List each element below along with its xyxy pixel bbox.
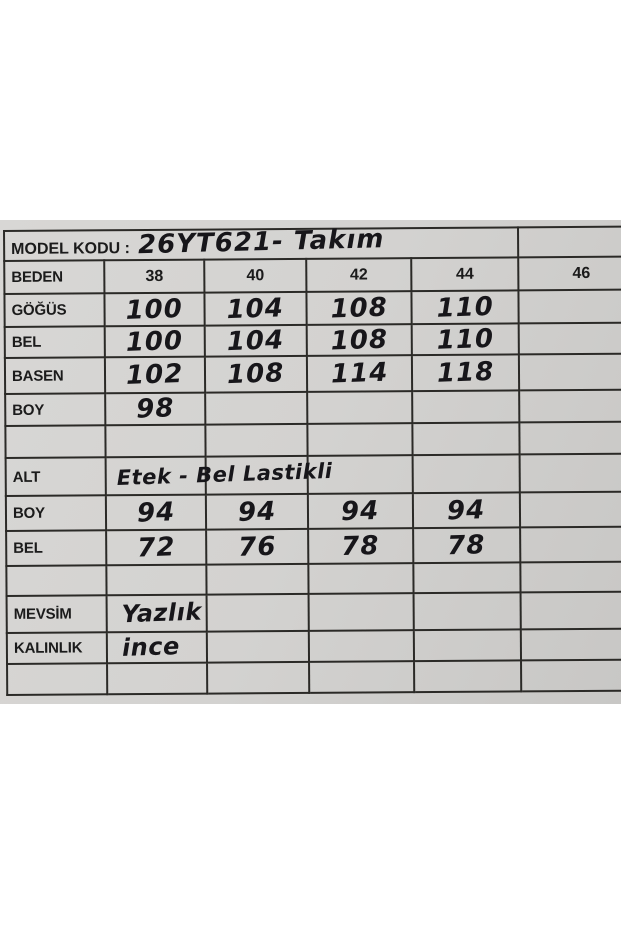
empty-cell: [308, 563, 414, 594]
bel-42: 108: [306, 324, 412, 356]
boy-lower-label: BOY: [5, 495, 107, 531]
empty-cell: [206, 630, 310, 663]
empty-cell: [521, 659, 621, 692]
empty-cell: [519, 453, 621, 493]
empty-cell: [520, 628, 621, 661]
boy-38: 98: [105, 392, 206, 426]
row-boy-lower: BOY 94 94 94 94: [5, 491, 621, 531]
empty-cell: [517, 226, 621, 258]
empty-cell: [207, 661, 310, 694]
gogus-38: 100: [104, 292, 205, 327]
basen-40: 108: [204, 355, 308, 393]
empty-cell: [518, 289, 621, 324]
row-bel-upper: BEL 100 104 108 110: [4, 322, 621, 358]
empty-cell: [413, 562, 521, 594]
bel-label: BEL: [4, 326, 105, 358]
size-chart-table: MODEL KODU : 26YT621- Takım BEDEN 38 40 4…: [3, 224, 621, 696]
row-alt: ALT Etek - Bel Lastikli: [5, 453, 621, 496]
basen-38: 102: [104, 356, 206, 394]
empty-cell: [519, 491, 621, 528]
size-header-46: 46: [518, 256, 621, 291]
size-header-44: 44: [411, 257, 519, 292]
boy-lower-40: 94: [205, 493, 309, 530]
kalinlik-value-cell: ince: [106, 631, 208, 664]
mevsim-label: MEVSİM: [6, 595, 107, 633]
empty-cell: [309, 661, 415, 693]
size-chart-photo: MODEL KODU : 26YT621- Takım BEDEN 38 40 4…: [0, 220, 621, 704]
empty-cell: [307, 423, 413, 456]
bel-38: 100: [104, 326, 205, 357]
empty-cell: [205, 423, 308, 457]
bel-lower-42: 78: [308, 528, 414, 564]
gogus-42: 108: [306, 291, 412, 325]
row-kalinlik: KALINLIK ince: [6, 628, 621, 664]
empty-cell: [520, 591, 621, 630]
bel-lower-38: 72: [106, 529, 207, 566]
mevsim-handwritten-value: Yazlık: [121, 597, 203, 629]
bel-lower-label: BEL: [6, 530, 107, 566]
empty-cell: [518, 353, 621, 391]
gogus-44: 110: [411, 290, 519, 325]
row-basen: BASEN 102 108 114 118: [4, 353, 621, 394]
size-header-40: 40: [204, 258, 307, 293]
bel-44: 110: [411, 323, 519, 355]
boy-label: BOY: [5, 393, 106, 426]
empty-cell: [413, 592, 521, 631]
empty-cell: [412, 422, 520, 456]
empty-cell: [520, 561, 621, 593]
mevsim-value-cell: Yazlık: [106, 594, 207, 633]
row-boy-upper: BOY 98: [5, 389, 621, 426]
model-kodu-cell: MODEL KODU : 26YT621- Takım: [4, 224, 519, 261]
gogus-label: GÖĞÜS: [4, 293, 105, 327]
gogus-40: 104: [204, 291, 307, 326]
row-gogus: GÖĞÜS 100 104 108 110: [4, 289, 621, 327]
alt-label: ALT: [5, 457, 106, 496]
empty-cell: [307, 391, 413, 424]
size-header-42: 42: [306, 258, 412, 292]
empty-cell: [308, 593, 414, 631]
empty-cell: [412, 390, 520, 424]
empty-cell: [6, 565, 107, 596]
empty-cell: [206, 593, 309, 632]
empty-cell: [412, 454, 520, 494]
empty-cell: [7, 663, 108, 695]
basen-42: 114: [306, 355, 413, 392]
row-empty: [6, 561, 621, 596]
model-kodu-handwritten-value: 26YT621- Takım: [137, 224, 385, 261]
empty-cell: [206, 563, 309, 595]
kalinlik-label: KALINLIK: [6, 632, 108, 664]
empty-cell: [414, 660, 522, 693]
boy-lower-38: 94: [105, 494, 207, 531]
empty-cell: [413, 629, 522, 662]
bel-lower-44: 78: [413, 527, 521, 564]
basen-44: 118: [411, 354, 520, 392]
empty-cell: [519, 389, 621, 423]
bel-lower-40: 76: [206, 528, 309, 565]
boy-lower-44: 94: [412, 492, 521, 529]
beden-label: BEDEN: [4, 260, 105, 294]
kalinlik-handwritten-value: ince: [121, 632, 181, 662]
row-empty: [5, 421, 621, 458]
row-beden-sizes: BEDEN 38 40 42 44 46: [4, 256, 621, 294]
empty-cell: [520, 526, 621, 563]
empty-cell: [205, 391, 308, 425]
empty-cell: [518, 322, 621, 355]
empty-cell: [5, 425, 106, 458]
model-kodu-label: MODEL KODU :: [11, 240, 131, 258]
empty-cell: [106, 564, 207, 596]
row-model-kodu: MODEL KODU : 26YT621- Takım: [4, 224, 621, 261]
boy-lower-42: 94: [307, 493, 414, 529]
empty-cell: [105, 424, 206, 458]
row-empty: [7, 659, 621, 695]
row-bel-lower: BEL 72 76 78 78: [6, 526, 621, 566]
empty-cell: [519, 421, 621, 455]
size-header-38: 38: [104, 259, 205, 294]
empty-cell: [308, 630, 415, 662]
basen-label: BASEN: [4, 357, 106, 394]
bel-40: 104: [204, 325, 307, 357]
empty-cell: [107, 662, 208, 695]
row-mevsim: MEVSİM Yazlık: [6, 591, 621, 633]
alt-note-cell: Etek - Bel Lastikli: [105, 456, 333, 496]
